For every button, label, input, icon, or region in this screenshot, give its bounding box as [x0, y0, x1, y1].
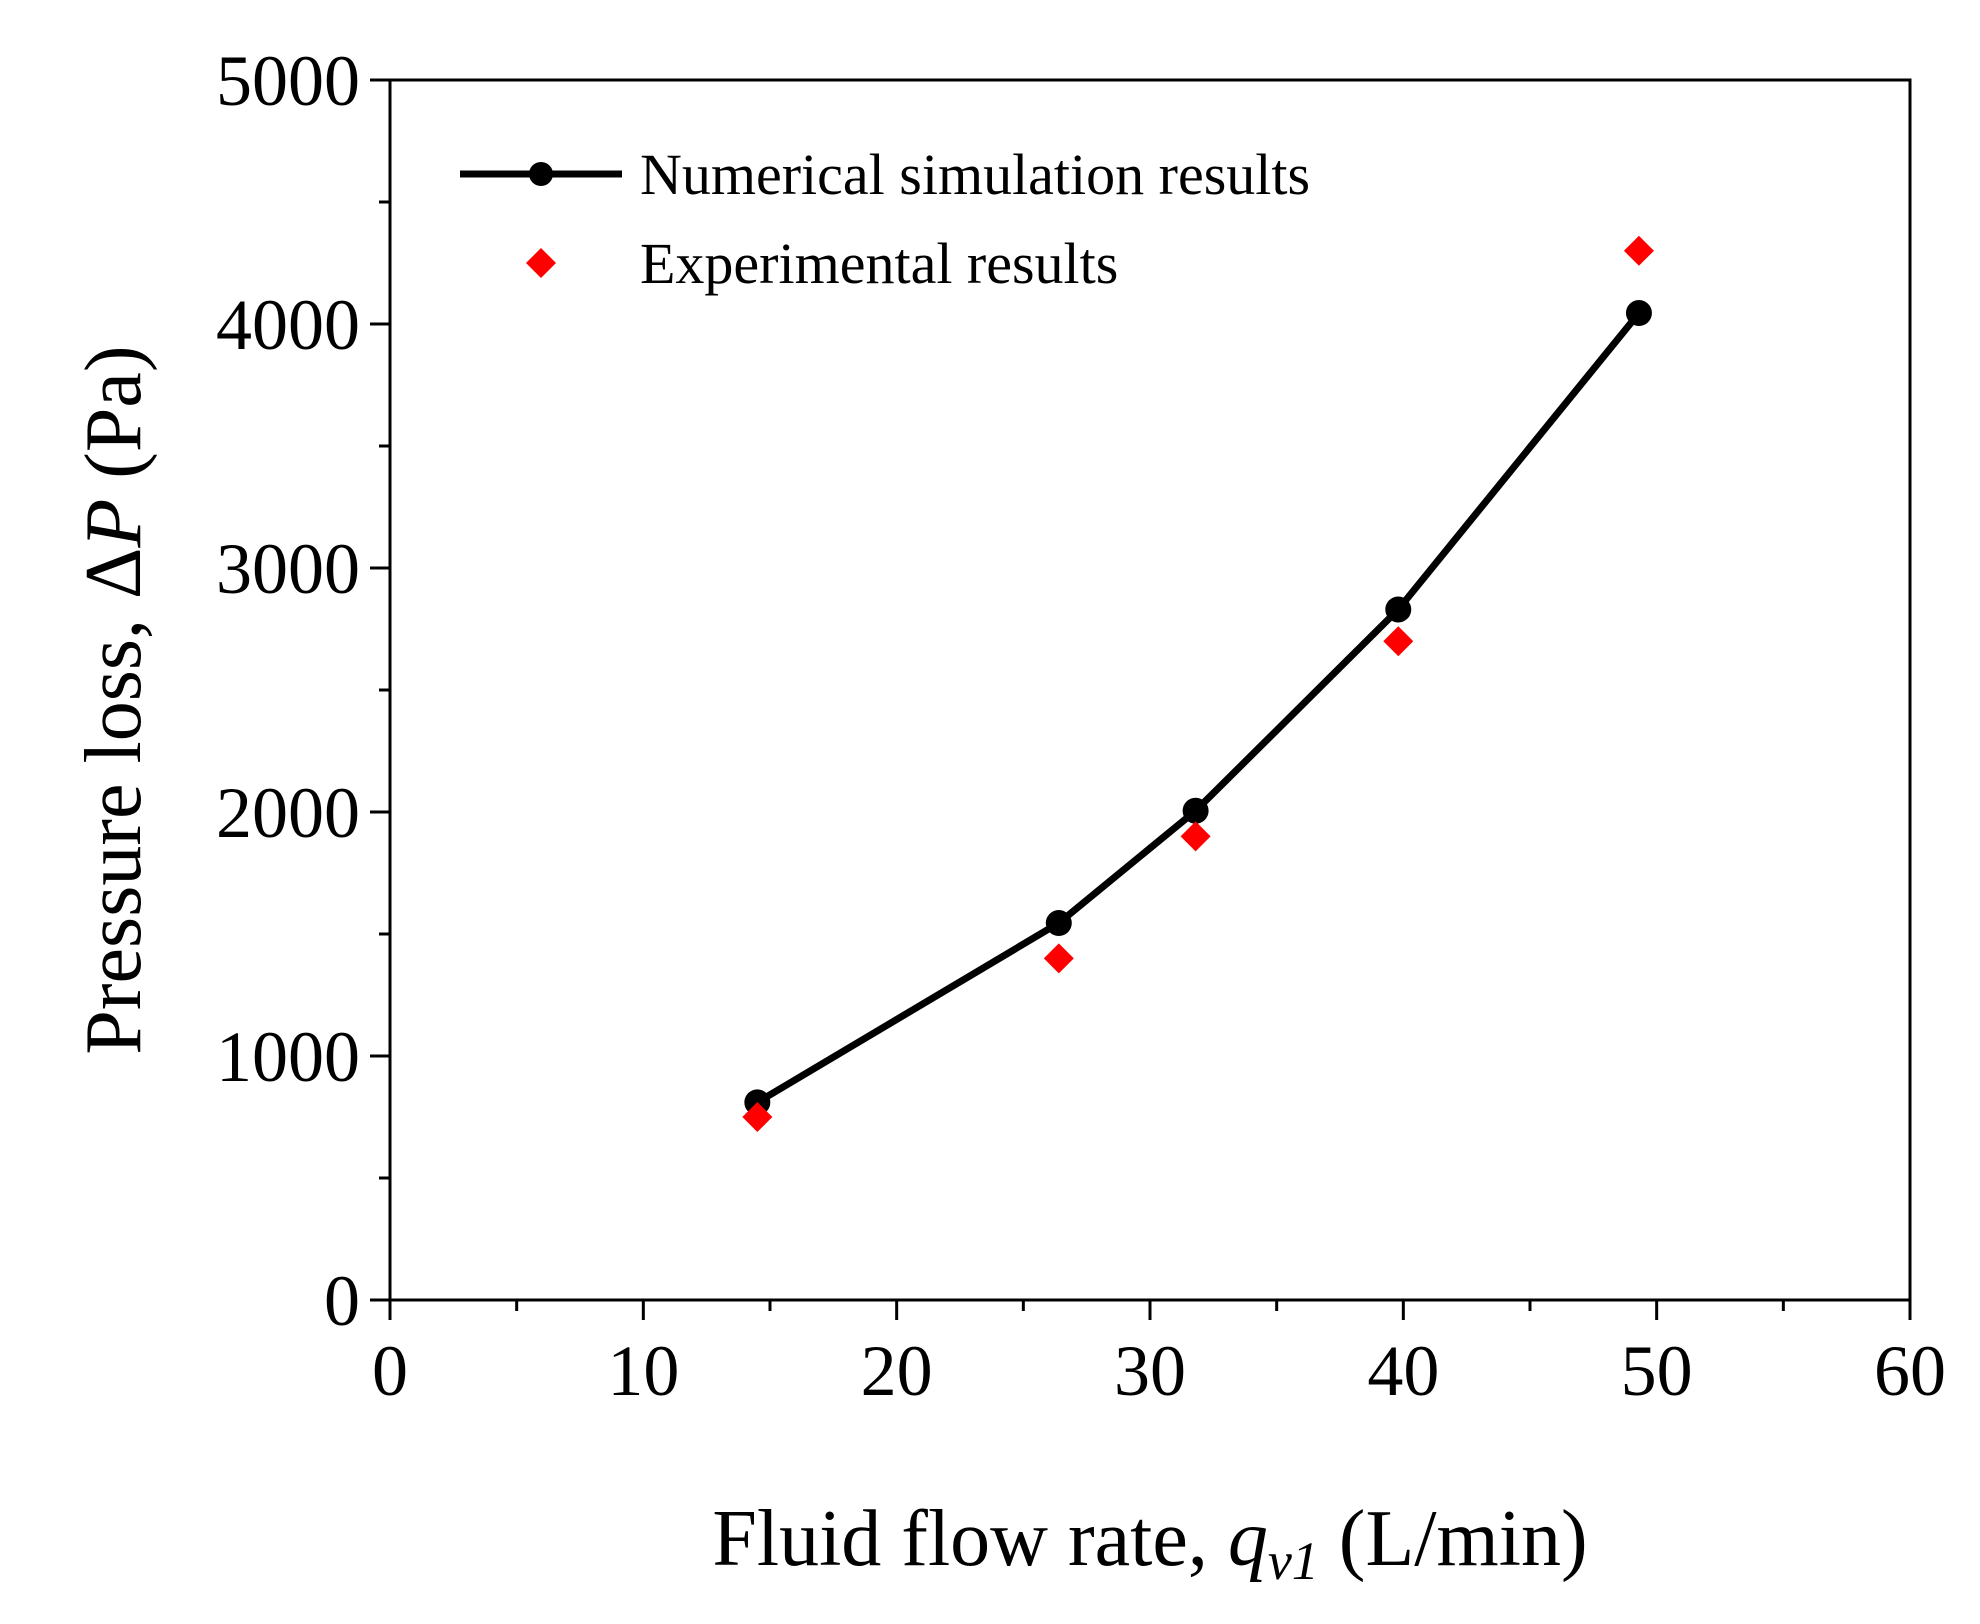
numerical-point-3 [1385, 596, 1412, 623]
y-axis-title-unit: (Pa) [70, 345, 158, 498]
legend-label-experimental: Experimental results [640, 231, 1118, 296]
experimental-point-4 [1623, 235, 1654, 266]
x-tick-label-40: 40 [1367, 1331, 1439, 1411]
y-tick-label-0: 0 [324, 1261, 360, 1341]
legend: Numerical simulation results Experimenta… [460, 142, 1310, 296]
x-axis-title: Fluid flow rate, qv1 (L/min) [712, 1495, 1587, 1591]
numerical-point-2 [1182, 797, 1209, 824]
x-tick-label-10: 10 [607, 1331, 679, 1411]
x-tick-label-30: 30 [1114, 1331, 1186, 1411]
experimental-point-3 [1383, 626, 1414, 657]
legend-marker-experimental [526, 248, 556, 278]
numerical-point-4 [1625, 300, 1652, 327]
x-axis-title-unit: (L/min) [1319, 1495, 1588, 1583]
experimental-point-2 [1180, 821, 1211, 852]
x-tick-label-20: 20 [861, 1331, 933, 1411]
y-tick-label-5000: 5000 [216, 41, 360, 121]
x-axis-title-prefix: Fluid flow rate, [712, 1495, 1227, 1583]
experimental-point-0 [742, 1102, 773, 1132]
y-axis-title-prefix: Pressure loss, Δ [70, 548, 158, 1055]
x-tick-label-50: 50 [1621, 1331, 1693, 1411]
y-axis-title: Pressure loss, ΔP (Pa) [70, 345, 158, 1054]
series-line-numerical [755, 310, 1642, 1106]
experimental-point-1 [1043, 943, 1074, 974]
numerical-point-1 [1045, 910, 1072, 937]
x-tick-label-0: 0 [372, 1331, 408, 1411]
y-tick-label-2000: 2000 [216, 773, 360, 853]
x-axis-title-symbol: q [1228, 1495, 1268, 1583]
y-axis-title-symbol: P [70, 499, 158, 549]
y-tick-label-3000: 3000 [216, 529, 360, 609]
x-axis-title-subscript: v1 [1268, 1531, 1319, 1591]
plot-frame [388, 78, 1912, 1302]
legend-label-numerical: Numerical simulation results [640, 142, 1310, 207]
legend-marker-numerical [529, 162, 553, 186]
data-marks [742, 235, 1654, 1132]
x-tick-label-60: 60 [1874, 1331, 1946, 1411]
plot-area: 0 10 20 30 40 50 60 0 1000 2000 3000 4000 5000 [216, 41, 1946, 1411]
y-tick-label-1000: 1000 [216, 1017, 360, 1097]
y-tick-label-4000: 4000 [216, 285, 360, 365]
